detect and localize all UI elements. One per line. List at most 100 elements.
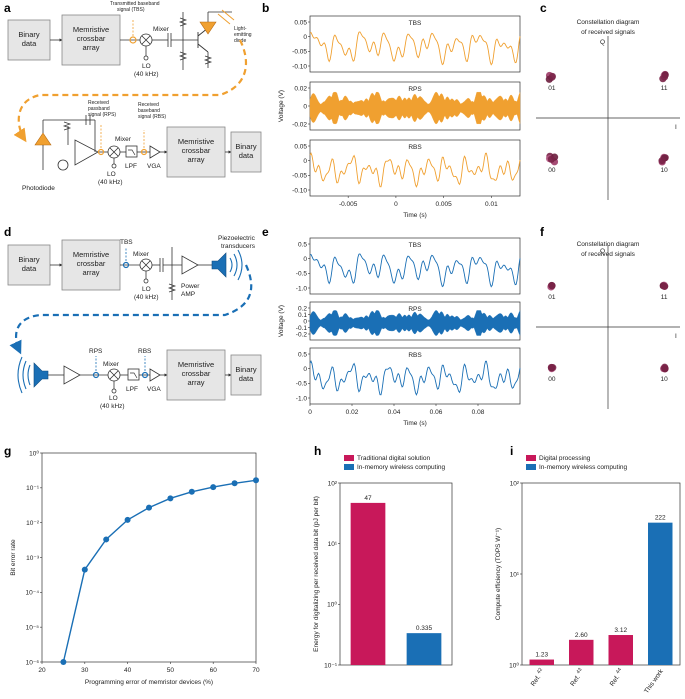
g-ber-point (253, 477, 259, 484)
c-title: Constellation diagram (577, 19, 640, 26)
lpf-box-d (127, 368, 140, 381)
e-xlabel: Time (s) (403, 420, 427, 427)
binary-out-box-d (230, 354, 262, 396)
f-title: of received signals (581, 251, 636, 258)
optical-link-arrow (13, 39, 248, 143)
i-bar-value: 1.23 (535, 652, 548, 659)
c-q-label: Q (600, 39, 605, 46)
b-tbs-trace (309, 31, 521, 66)
b-xlabel: Time (s) (403, 212, 427, 219)
optical-system-diagram: Binary data Memristive crossbar array Trans… (7, 1, 262, 192)
g-ber-point (60, 659, 67, 665)
h-bar (350, 502, 386, 665)
i-ytick: 10⁰ (509, 661, 519, 669)
mixer2-label: Mixer (115, 136, 132, 143)
tia-amp-icon (74, 139, 99, 166)
g-ytick: 10⁻⁶ (26, 659, 40, 666)
i-bar-value: 222 (655, 515, 666, 522)
g-ber-point (231, 480, 238, 487)
g-axes (41, 452, 257, 663)
e-series-label: TBS (409, 242, 422, 249)
g-ytick: 10⁻² (26, 520, 40, 527)
i-legend-label: In-memory wireless computing (539, 464, 628, 471)
c-point-10 (658, 157, 666, 165)
e-axes-0 (309, 237, 521, 295)
i-bar-value: 2.60 (575, 632, 588, 639)
h-legend-label: Traditional digital solution (357, 455, 430, 462)
e-ytick: -0.5 (296, 381, 308, 388)
i-category-label: This work (643, 668, 665, 695)
e-rbs-trace (309, 360, 521, 396)
chart-c-constellation: Constellation diagram of received signals… (536, 19, 680, 200)
c-point-11 (660, 73, 669, 81)
e-ytick: -1.0 (296, 285, 308, 292)
h-ytick: 10¹ (328, 541, 338, 548)
c-i-label: I (675, 124, 677, 131)
lo-label-d: LO (40 kHz) (134, 286, 159, 301)
c-point-00 (547, 155, 555, 163)
b-xtick: 0.01 (485, 201, 498, 208)
panel-label-d: d (4, 225, 11, 239)
panel-label-g: g (4, 444, 11, 458)
piezo-label: Piezoelectric transducers (218, 235, 256, 250)
g-xtick: 70 (252, 667, 260, 674)
e-xtick: 0.02 (346, 409, 359, 416)
g-ber-point (124, 516, 131, 523)
g-ber-line (62, 479, 257, 663)
c-point-01 (548, 72, 556, 81)
i-bar (648, 522, 673, 665)
crossbar2-label: Memristive crossbar array (178, 137, 214, 164)
panel-label-e: e (262, 225, 269, 239)
vga-label-d: VGA (147, 386, 161, 393)
f-point-11 (660, 282, 669, 290)
b-ytick: 0.05 (294, 19, 307, 26)
rps-label-d: RPS (89, 348, 103, 355)
mixer2-label-d: Mixer (103, 361, 120, 368)
e-ytick: -0.1 (296, 325, 308, 332)
e-ytick: 0 (303, 256, 307, 263)
g-ber-point (103, 536, 110, 543)
e-series-label: RBS (408, 352, 422, 359)
e-rps-trace (309, 310, 521, 336)
mixer-label: Mixer (153, 26, 170, 33)
e-ytick: -0.2 (296, 331, 308, 338)
h-bar-value: 0.335 (416, 625, 433, 632)
g-ber-point (188, 488, 195, 495)
g-xlabel: Programming error of memristor devices (… (85, 679, 213, 686)
h-ylabel: Energy for digitalizing per received dat… (313, 496, 320, 652)
tbs-probe-icon (129, 36, 137, 44)
e-ytick: 0.2 (298, 305, 307, 312)
g-ylabel: Bit error rate (10, 539, 17, 576)
i-bar (569, 639, 594, 665)
g-ber-point (167, 495, 174, 502)
e-ytick: 0 (303, 318, 307, 325)
i-category-label: Ref.42 (528, 667, 546, 688)
panel-label-c: c (540, 1, 547, 15)
lpf-box (125, 145, 138, 158)
vga-icon (149, 145, 161, 159)
crossbar2-label-d: Memristive crossbar array (178, 360, 214, 387)
piezo-receiver-icon (33, 362, 49, 388)
i-category-label: Ref.44 (607, 667, 625, 688)
crossbar-label-d: Memristive crossbar array (73, 250, 109, 277)
g-ber-point (146, 504, 152, 511)
mixer-label-d: Mixer (133, 251, 150, 258)
f-quadrant-label: 01 (548, 294, 556, 301)
lo2-label: LO (40 kHz) (98, 171, 123, 186)
f-quadrant-label: 10 (661, 376, 669, 383)
e-xtick: 0.04 (388, 409, 401, 416)
piezo-transmitter-icon (211, 252, 227, 278)
panel-label-h: h (314, 444, 321, 458)
tbs-note: Transmitted baseband signal (TBS) (110, 1, 160, 13)
lo2-label-d: LO (40 kHz) (100, 395, 125, 410)
i-legend-swatch (526, 455, 536, 461)
e-ytick: 0 (303, 366, 307, 373)
binary-data-box-d (7, 244, 51, 286)
rbs-note: Received baseband signal (RBS) (138, 102, 166, 120)
g-xtick: 40 (124, 667, 132, 674)
crossbar-label: Memristive crossbar array (73, 25, 109, 52)
photodiode-label: Photodiode (22, 185, 55, 192)
b-ytick: 0.05 (294, 143, 307, 150)
e-ylabel: Voltage (V) (278, 305, 285, 337)
b-ytick: -0.05 (292, 49, 307, 56)
